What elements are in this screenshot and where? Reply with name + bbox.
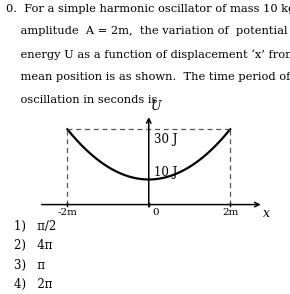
Text: x: x — [262, 207, 269, 220]
Text: mean position is as shown.  The time period of: mean position is as shown. The time peri… — [6, 72, 290, 82]
Text: 2)   4π: 2) 4π — [14, 239, 53, 252]
Text: amplitude  A = 2m,  the variation of  potential: amplitude A = 2m, the variation of poten… — [6, 26, 287, 36]
Text: 4)   2π: 4) 2π — [14, 278, 53, 291]
Text: oscillation in seconds is: oscillation in seconds is — [6, 95, 157, 105]
Text: energy U as a function of displacement ‘x’ from: energy U as a function of displacement ‘… — [6, 49, 290, 60]
Text: U: U — [151, 100, 161, 113]
Text: 0.  For a simple harmonic oscillator of mass 10 kg and: 0. For a simple harmonic oscillator of m… — [6, 4, 290, 14]
Text: 2m: 2m — [222, 208, 238, 217]
Text: 1)   π/2: 1) π/2 — [14, 220, 57, 233]
Text: 3)   π: 3) π — [14, 259, 46, 272]
Text: 10 J: 10 J — [154, 166, 177, 179]
Text: 30 J: 30 J — [154, 133, 177, 146]
Text: 0: 0 — [152, 208, 159, 217]
Text: -2m: -2m — [57, 208, 77, 217]
